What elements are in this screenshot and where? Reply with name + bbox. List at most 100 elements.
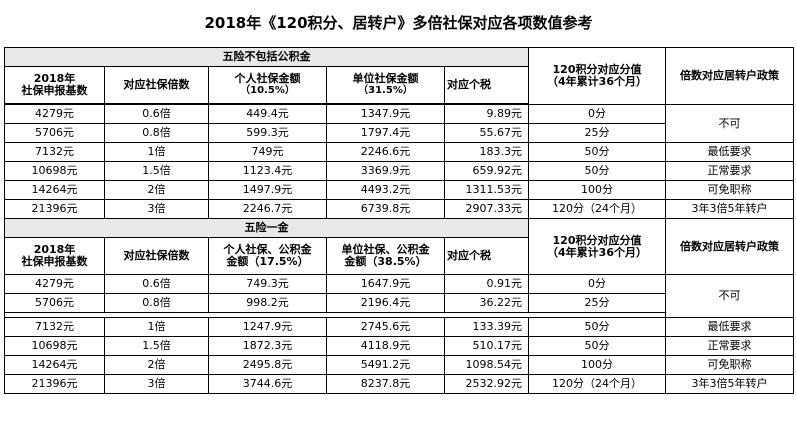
cell-personal: 599.3元 [208, 123, 327, 143]
cell-points: 0分 [528, 104, 666, 124]
cell-mult: 0.8倍 [104, 293, 209, 313]
section1-col-header-row: 2018年 社保申报基数 对应社保倍数 个人社保金额 （10.5%） 单位社保金… [4, 66, 794, 104]
cell-base: 7132元 [4, 317, 105, 337]
policy-header: 倍数对应居转户政策 [665, 218, 794, 275]
cell-mult: 1.5倍 [104, 161, 209, 181]
cell-policy: 不可 [665, 274, 794, 318]
table-row: 14264元 2倍 2495.8元 5491.2元 1098.54元 100分 … [4, 355, 794, 375]
cell-policy: 不可 [665, 104, 794, 143]
cell-mult: 1倍 [104, 142, 209, 162]
cell-mult: 3倍 [104, 374, 209, 394]
cell-company: 3369.9元 [326, 161, 445, 181]
col-personal-header: 个人社保金额 （10.5%） [208, 66, 327, 104]
cell-policy: 最低要求 [665, 317, 794, 337]
cell-base: 10698元 [4, 161, 105, 181]
cell-mult: 2倍 [104, 355, 209, 375]
col-tax-header: 对应个税 [444, 237, 529, 275]
cell-points: 120分（24个月） [528, 199, 666, 219]
cell-points: 100分 [528, 180, 666, 200]
cell-tax: 659.92元 [444, 161, 529, 181]
cell-policy: 3年3倍5年转户 [665, 199, 794, 219]
col-company-header: 单位社保、公积金 金额（38.5%） [326, 237, 445, 275]
table-row: 5706元 0.8倍 599.3元 1797.4元 55.67元 25分 [4, 123, 794, 143]
points-header-note: （4年累计36个月） [547, 245, 647, 259]
cell-points: 25分 [528, 293, 666, 313]
points-header-note: （4年累计36个月） [547, 75, 647, 88]
table-row: 10698元 1.5倍 1872.3元 4118.9元 510.17元 50分 … [4, 336, 794, 356]
cell-points: 50分 [528, 161, 666, 181]
points-header-label: 120积分对应分值 [552, 63, 642, 76]
cell-company: 4118.9元 [326, 336, 445, 356]
cell-personal: 998.2元 [208, 293, 327, 313]
section1-header-row: 五险不包括公积金 120积分对应分值 （4年累计36个月） 倍数对应居转户政策 [4, 47, 794, 105]
cell-company: 2246.6元 [326, 142, 445, 162]
cell-personal: 1497.9元 [208, 180, 327, 200]
cell-tax: 55.67元 [444, 123, 529, 143]
table-row: 4279元 0.6倍 449.4元 1347.9元 9.89元 0分 不可 [4, 104, 794, 143]
col-mult-header: 对应社保倍数 [104, 66, 209, 104]
cell-points: 25分 [528, 123, 666, 143]
table-row: 7132元 1倍 1247.9元 2745.6元 133.39元 50分 最低要… [4, 317, 794, 337]
table-row: 4279元 0.6倍 749.3元 1647.9元 0.91元 0分 不可 [4, 274, 794, 318]
cell-tax: 36.22元 [444, 293, 529, 313]
cell-company: 2196.4元 [326, 293, 445, 313]
cell-base: 10698元 [4, 336, 105, 356]
cell-personal: 3744.6元 [208, 374, 327, 394]
cell-personal: 2246.7元 [208, 199, 327, 219]
section2-header: 五险一金 [4, 218, 529, 238]
cell-policy: 3年3倍5年转户 [665, 374, 794, 394]
cell-tax: 133.39元 [444, 317, 529, 337]
cell-points: 0分 [528, 274, 666, 294]
table-row: 14264元 2倍 1497.9元 4493.2元 1311.53元 100分 … [4, 180, 794, 200]
cell-policy: 最低要求 [665, 142, 794, 162]
cell-company: 1347.9元 [326, 104, 445, 124]
cell-personal: 749元 [208, 142, 327, 162]
table-row: 5706元 0.8倍 998.2元 2196.4元 36.22元 25分 [4, 293, 794, 313]
col-personal-label: 个人社保金额 [234, 72, 301, 85]
section1-header: 五险不包括公积金 [4, 47, 529, 67]
cell-company: 6739.8元 [326, 199, 445, 219]
cell-mult: 0.6倍 [104, 274, 209, 294]
cell-base: 7132元 [4, 142, 105, 162]
col-company-label: 单位社保金额 [352, 72, 419, 85]
cell-personal: 1247.9元 [208, 317, 327, 337]
page-title: 2018年《120积分、居转户》多倍社保对应各项数值参考 [204, 14, 593, 32]
cell-policy: 正常要求 [665, 336, 794, 356]
table-row: 21396元 3倍 2246.7元 6739.8元 2907.33元 120分（… [4, 199, 794, 219]
cell-policy: 正常要求 [665, 161, 794, 181]
cell-points: 120分（24个月） [528, 374, 666, 394]
cell-policy: 可免职称 [665, 355, 794, 375]
cell-tax: 1311.53元 [444, 180, 529, 200]
cell-mult: 0.6倍 [104, 104, 209, 124]
cell-mult: 3倍 [104, 199, 209, 219]
benefits-table: 五险不包括公积金 120积分对应分值 （4年累计36个月） 倍数对应居转户政策 … [4, 47, 794, 394]
cell-points: 50分 [528, 142, 666, 162]
cell-personal: 2495.8元 [208, 355, 327, 375]
cell-personal: 749.3元 [208, 274, 327, 294]
table-row: 7132元 1倍 749元 2246.6元 183.3元 50分 最低要求 [4, 142, 794, 162]
table-row: 10698元 1.5倍 1123.4元 3369.9元 659.92元 50分 … [4, 161, 794, 181]
cell-base: 14264元 [4, 180, 105, 200]
points-header: 120积分对应分值 （4年累计36个月） [528, 47, 666, 105]
cell-personal: 449.4元 [208, 104, 327, 124]
cell-tax: 510.17元 [444, 336, 529, 356]
cell-base: 14264元 [4, 355, 105, 375]
points-header: 120积分对应分值 （4年累计36个月） [528, 218, 666, 275]
col-tax-header: 对应个税 [444, 66, 529, 104]
table-row: 21396元 3倍 3744.6元 8237.8元 2532.92元 120分（… [4, 374, 794, 394]
cell-tax: 2907.33元 [444, 199, 529, 219]
cell-mult: 1倍 [104, 317, 209, 337]
cell-company: 5491.2元 [326, 355, 445, 375]
col-company-header: 单位社保金额 （31.5%） [326, 66, 445, 104]
cell-personal: 1872.3元 [208, 336, 327, 356]
cell-points: 50分 [528, 336, 666, 356]
col-base-header: 2018年 社保申报基数 [4, 66, 105, 104]
cell-personal: 1123.4元 [208, 161, 327, 181]
cell-base: 4279元 [4, 104, 105, 124]
section2-header-row: 五险一金 120积分对应分值 （4年累计36个月） 倍数对应居转户政策 [4, 218, 794, 275]
col-mult-header: 对应社保倍数 [104, 237, 209, 275]
cell-company: 8237.8元 [326, 374, 445, 394]
cell-policy: 可免职称 [665, 180, 794, 200]
cell-base: 5706元 [4, 123, 105, 143]
